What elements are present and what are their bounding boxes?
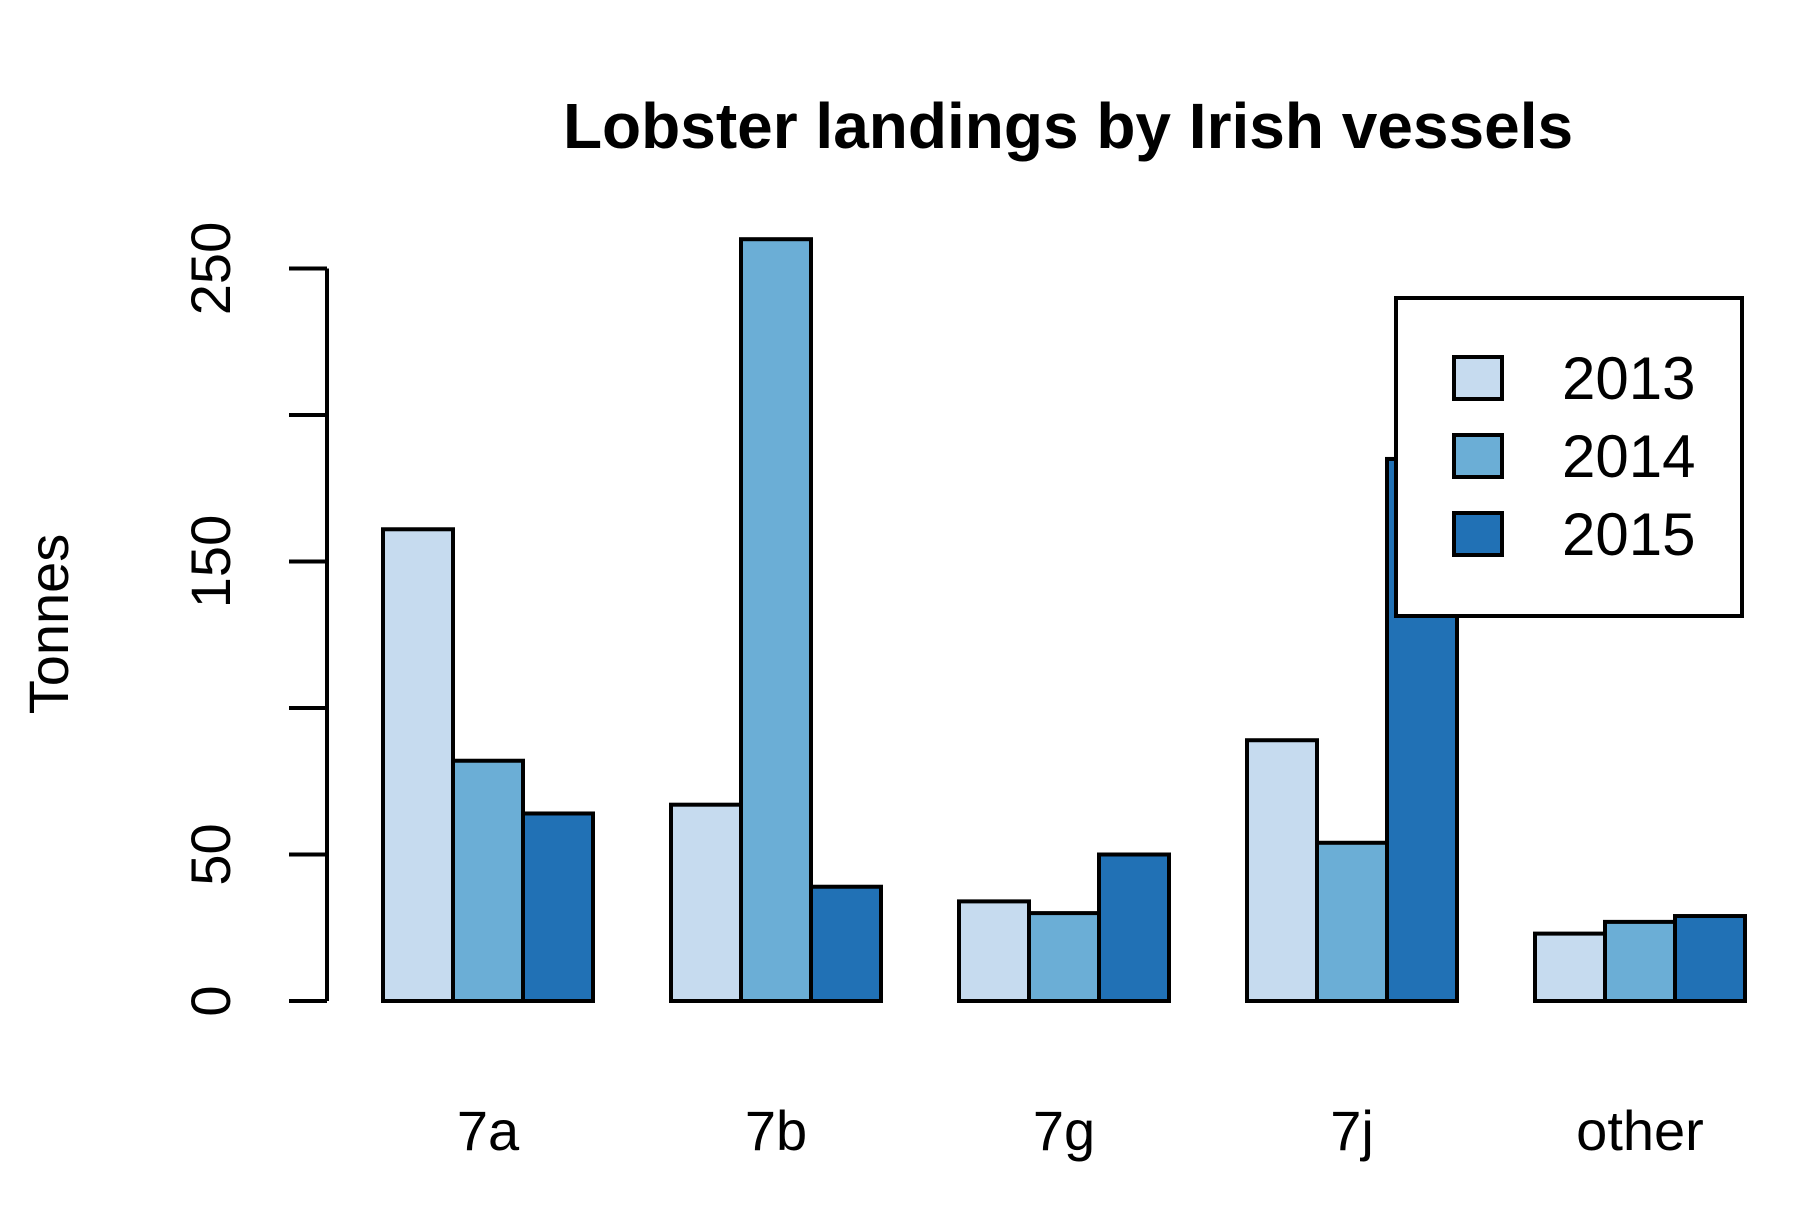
y-tick-label: 0 bbox=[179, 985, 242, 1016]
bar-7j-2013 bbox=[1245, 738, 1319, 1003]
bar-7g-2013 bbox=[957, 899, 1031, 1004]
bar-7a-2015 bbox=[521, 811, 595, 1003]
legend-label: 2013 bbox=[1562, 345, 1695, 412]
x-tick-label: 7b bbox=[745, 1099, 807, 1162]
bar-other-2014 bbox=[1603, 919, 1677, 1004]
legend-swatch bbox=[1452, 433, 1504, 479]
y-tick-label: 150 bbox=[179, 515, 242, 608]
bar-7b-2014 bbox=[739, 237, 813, 1003]
bar-7b-2013 bbox=[669, 802, 743, 1003]
legend: 2013 2014 2015 bbox=[1394, 296, 1744, 618]
x-tick-label: 7g bbox=[1033, 1099, 1095, 1162]
legend-swatch bbox=[1452, 511, 1504, 557]
bar-7b-2015 bbox=[809, 884, 883, 1003]
legend-label: 2015 bbox=[1562, 501, 1695, 568]
legend-label: 2014 bbox=[1562, 423, 1695, 490]
y-tick-label: 50 bbox=[179, 823, 242, 885]
x-tick-label: other bbox=[1576, 1099, 1704, 1162]
x-tick-label: 7a bbox=[457, 1099, 520, 1162]
y-axis: 0 50 150 250 bbox=[179, 222, 329, 1017]
legend-swatch bbox=[1452, 355, 1504, 401]
bars-group bbox=[381, 237, 1747, 1004]
bar-7g-2014 bbox=[1027, 911, 1101, 1003]
bar-other-2013 bbox=[1533, 931, 1607, 1003]
y-tick-label: 250 bbox=[179, 222, 242, 315]
chart-title: Lobster landings by Irish vessels bbox=[563, 90, 1573, 162]
bar-7j-2014 bbox=[1315, 840, 1389, 1004]
y-axis-label: Tonnes bbox=[17, 534, 80, 715]
bar-7a-2014 bbox=[451, 758, 525, 1003]
x-axis-labels: 7a 7b 7g 7j other bbox=[457, 1099, 1704, 1162]
bar-7a-2013 bbox=[381, 527, 455, 1004]
x-tick-label: 7j bbox=[1330, 1099, 1374, 1162]
bar-7g-2015 bbox=[1097, 852, 1171, 1003]
bar-other-2015 bbox=[1673, 914, 1747, 1004]
